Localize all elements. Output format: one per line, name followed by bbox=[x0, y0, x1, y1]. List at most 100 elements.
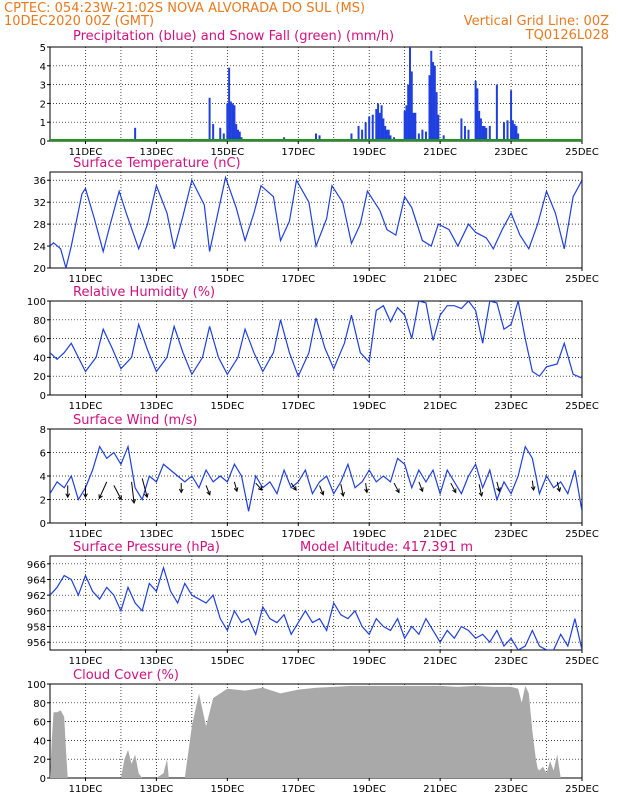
pressure-plot-area bbox=[50, 565, 582, 650]
wind-arrow bbox=[178, 483, 184, 494]
cloud-area bbox=[50, 685, 582, 778]
temperature-frame bbox=[49, 171, 583, 269]
humidity-ytick-label: 20 bbox=[33, 372, 46, 383]
precip-xtick-label: 19DEC bbox=[352, 147, 386, 158]
precip-bar bbox=[517, 133, 520, 141]
wind-arrow-shaft bbox=[255, 482, 263, 491]
wind-arrow-head bbox=[83, 493, 88, 499]
wind-arrow-head bbox=[530, 486, 536, 492]
precip-bar bbox=[377, 103, 380, 141]
wind-panel: 0 2 4 6 8 11DEC 13DEC 15DEC 17DEC 19DEC 21DEC 23DEC… bbox=[40, 425, 599, 540]
wind-arrow-head bbox=[478, 492, 484, 497]
humidity-ytick-label: 0 bbox=[40, 391, 46, 402]
precip-bar bbox=[417, 133, 420, 141]
precip-bar bbox=[506, 120, 509, 141]
precip-bar bbox=[375, 109, 378, 141]
precip-bar bbox=[385, 129, 388, 141]
cloud-panel: 0 20 40 60 80 100 11DEC 13DEC 15DEC 17DEC 19DEC 21D… bbox=[27, 680, 599, 795]
wind-plot-area bbox=[50, 444, 582, 512]
cloud-xtick-label: 15DEC bbox=[210, 784, 244, 795]
cloud-title: Cloud Cover (%) bbox=[73, 668, 179, 683]
precip-bar bbox=[515, 125, 518, 141]
cloud-ytick-label: 20 bbox=[33, 755, 46, 766]
pressure-ytick-label: 962 bbox=[27, 591, 46, 602]
humidity-line bbox=[50, 301, 582, 379]
precip-bar bbox=[488, 125, 491, 141]
precip-bar bbox=[437, 114, 440, 141]
cloud-xtick-label: 23DEC bbox=[494, 784, 528, 795]
precip-bar bbox=[384, 125, 387, 141]
temperature-panel: 20 24 28 32 36 11DEC 13DEC 15DEC 17DEC 19DEC 21DEC… bbox=[33, 171, 599, 285]
temperature-xtick-label: 21DEC bbox=[423, 274, 457, 285]
cloud-xtick-label: 13DEC bbox=[140, 784, 174, 795]
precip-bar bbox=[315, 133, 317, 141]
wind-arrow-head bbox=[178, 488, 184, 494]
precip-bar bbox=[389, 135, 392, 141]
precip-bar bbox=[511, 120, 514, 141]
pressure-xtick-label: 15DEC bbox=[210, 656, 244, 667]
wind-arrow-head bbox=[65, 493, 71, 499]
wind-ytick-label: 8 bbox=[40, 425, 46, 436]
wind-arrow-head bbox=[496, 487, 501, 493]
precip-ytick-label: 3 bbox=[40, 81, 46, 92]
cloud-plot-area bbox=[50, 685, 582, 778]
wind-arrow-head bbox=[144, 493, 149, 499]
precip-bar bbox=[222, 133, 225, 141]
wind-arrow-shaft bbox=[393, 482, 400, 493]
precip-ytick-label: 1 bbox=[40, 118, 46, 129]
wind-arrow-shaft bbox=[205, 485, 211, 495]
precip-bar bbox=[481, 125, 484, 141]
wind-arrow bbox=[478, 484, 484, 497]
precip-bar bbox=[236, 129, 239, 141]
pressure-xtick-label: 21DEC bbox=[423, 656, 457, 667]
pressure-xtick-label: 11DEC bbox=[69, 656, 103, 667]
precip-xtick-label: 23DEC bbox=[494, 147, 528, 158]
pressure-xtick-label: 25DEC bbox=[565, 656, 599, 667]
precip-bar bbox=[408, 47, 411, 141]
humidity-ytick-label: 40 bbox=[33, 353, 46, 364]
temperature-ytick-label: 20 bbox=[33, 264, 46, 275]
precip-bar bbox=[235, 124, 238, 141]
wind-line bbox=[50, 444, 582, 512]
wind-frame bbox=[49, 428, 583, 524]
wind-xtick-label: 15DEC bbox=[210, 529, 244, 540]
header-date: 10DEC2020 00Z (GMT) bbox=[4, 14, 154, 29]
precip-bar bbox=[430, 50, 433, 141]
precip-bar bbox=[357, 125, 360, 141]
wind-arrow bbox=[340, 484, 345, 497]
wind-arrow-shaft bbox=[418, 481, 424, 492]
precip-bar bbox=[233, 105, 236, 141]
wind-arrow-head bbox=[206, 490, 211, 496]
precip-xtick-label: 25DEC bbox=[565, 147, 599, 158]
humidity-ytick-label: 60 bbox=[33, 335, 46, 346]
temperature-ytick-label: 28 bbox=[33, 220, 46, 231]
precip-ytick-label: 4 bbox=[40, 62, 46, 73]
precip-bar bbox=[410, 71, 413, 141]
humidity-plot-area bbox=[50, 301, 582, 379]
precip-ytick-label: 5 bbox=[40, 43, 46, 54]
temperature-xtick-label: 17DEC bbox=[281, 274, 315, 285]
precip-bar bbox=[350, 133, 353, 141]
precip-bar bbox=[231, 103, 234, 141]
wind-arrow bbox=[98, 481, 108, 500]
precip-bar bbox=[238, 131, 241, 141]
cloud-xtick-label: 21DEC bbox=[423, 784, 457, 795]
precip-bar bbox=[382, 118, 385, 141]
pressure-xtick-label: 17DEC bbox=[281, 656, 315, 667]
wind-arrow-shaft bbox=[365, 482, 368, 493]
wind-arrow-head bbox=[556, 487, 562, 493]
temperature-ytick-label: 24 bbox=[33, 242, 46, 253]
precip-panel: 0 1 2 3 4 5 11DEC 13DEC 15DEC 17DEC 19DEC 21DEC 23DE… bbox=[40, 43, 599, 158]
cloud-ytick-label: 100 bbox=[27, 680, 46, 691]
precip-bar bbox=[228, 67, 231, 141]
precip-bar bbox=[495, 84, 498, 141]
wind-arrow bbox=[131, 481, 137, 505]
wind-arrow bbox=[418, 481, 424, 493]
precip-bar bbox=[467, 129, 470, 141]
precip-bar bbox=[368, 116, 371, 141]
precip-ytick-label: 2 bbox=[40, 99, 46, 110]
wind-arrow-head bbox=[364, 488, 369, 494]
precip-xtick-label: 17DEC bbox=[281, 147, 315, 158]
wind-arrow-shaft bbox=[290, 482, 297, 491]
